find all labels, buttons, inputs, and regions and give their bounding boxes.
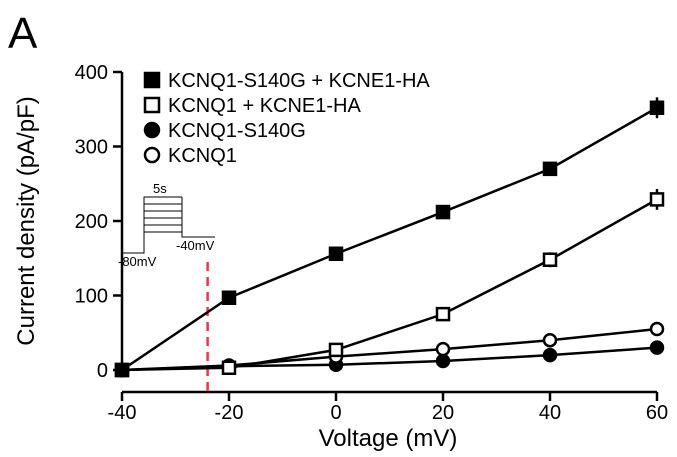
series-line xyxy=(121,106,658,372)
x-tick-label: 40 xyxy=(539,402,561,424)
legend-item: KCNQ1 + KCNE1-HA xyxy=(143,95,361,117)
data-point xyxy=(649,192,665,207)
legend-label: KCNQ1 + KCNE1-HA xyxy=(168,95,361,117)
legend-marker xyxy=(143,71,161,89)
x-tick-label: 20 xyxy=(432,402,454,424)
y-tick-label: 400 xyxy=(75,62,108,84)
data-point xyxy=(649,100,665,116)
y-tick-label: 0 xyxy=(97,360,108,382)
x-tick-label: 0 xyxy=(330,402,341,424)
series-1 xyxy=(114,188,665,378)
x-tick-label: -40 xyxy=(108,402,137,424)
voltage-protocol-inset: 5s -80mV -40mV xyxy=(118,181,215,269)
x-tick-label: 60 xyxy=(646,402,668,424)
legend-marker xyxy=(143,146,161,164)
data-point xyxy=(542,252,558,267)
data-point xyxy=(435,353,451,369)
panel-label: A xyxy=(8,9,38,58)
data-point xyxy=(542,332,558,348)
inset-holding-label: -80mV xyxy=(118,254,157,269)
x-axis-title: Voltage (mV) xyxy=(319,425,458,452)
data-point xyxy=(542,347,558,363)
legend-label: KCNQ1-S140G xyxy=(168,120,306,142)
inset-tail-label: -40mV xyxy=(176,238,215,253)
data-point xyxy=(435,341,451,357)
data-point xyxy=(114,362,130,378)
series-line xyxy=(121,327,658,372)
data-point xyxy=(328,342,344,358)
data-point xyxy=(649,340,665,355)
plot-area xyxy=(114,97,665,378)
legend-item: KCNQ1-S140G + KCNE1-HA xyxy=(143,70,430,92)
y-tick-label: 100 xyxy=(75,286,108,308)
legend-label: KCNQ1 xyxy=(168,145,237,167)
series-0 xyxy=(114,97,665,378)
legend-marker xyxy=(143,121,161,139)
x-axis-ticks: -40 -20 0 20 40 60 xyxy=(108,392,668,424)
x-tick-label: -20 xyxy=(215,402,244,424)
legend-label: KCNQ1-S140G + KCNE1-HA xyxy=(168,70,430,92)
data-point xyxy=(435,204,451,220)
y-axis-title: Current density (pA/pF) xyxy=(13,96,40,345)
data-point xyxy=(542,161,558,177)
data-point xyxy=(435,306,451,322)
data-point xyxy=(649,321,665,337)
legend-item: KCNQ1 xyxy=(143,145,237,167)
y-tick-label: 300 xyxy=(75,137,108,159)
data-point xyxy=(328,246,344,262)
legend: KCNQ1-S140G + KCNE1-HA KCNQ1 + KCNE1-HA KC… xyxy=(143,70,430,167)
series-2 xyxy=(114,340,665,378)
inset-duration-label: 5s xyxy=(153,181,167,196)
legend-item: KCNQ1-S140G xyxy=(143,120,306,142)
y-axis-ticks: 0 100 200 300 400 xyxy=(75,62,122,382)
legend-marker xyxy=(143,96,161,114)
data-point xyxy=(221,290,237,305)
inset-tail xyxy=(181,197,215,238)
y-tick-label: 200 xyxy=(75,211,108,233)
data-point xyxy=(221,360,237,376)
series-line xyxy=(121,198,658,372)
